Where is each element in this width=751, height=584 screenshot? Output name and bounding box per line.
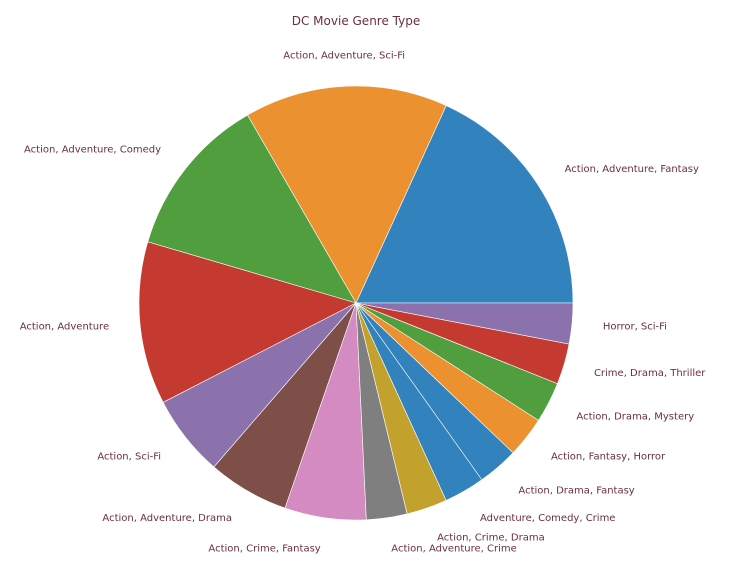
pie-label-crime-drama-thriller: Crime, Drama, Thriller <box>594 368 706 379</box>
pie-label-action-crime-drama: Action, Crime, Drama <box>437 532 545 543</box>
pie-label-horror-sci-fi: Horror, Sci-Fi <box>603 322 667 333</box>
pie-label-action-adventure-crime: Action, Adventure, Crime <box>391 543 517 554</box>
pie-labels: Action, Adventure, Fantasy Action, Advent… <box>20 50 707 554</box>
pie-label-action-drama-mystery: Action, Drama, Mystery <box>576 412 694 423</box>
pie-label-action-sci-fi: Action, Sci-Fi <box>97 451 161 462</box>
pie-label-action-adventure-fantasy: Action, Adventure, Fantasy <box>565 164 699 175</box>
pie-slice-action-adventure <box>138 241 357 403</box>
pie-label-action-adventure: Action, Adventure <box>20 322 109 333</box>
pie-label-adventure-comedy-crime: Adventure, Comedy, Crime <box>480 513 615 524</box>
pie-slice-action-adventure-sci-fi <box>247 85 447 304</box>
pie-slices <box>138 85 574 521</box>
pie-slice-horror-sci-fi <box>355 302 574 345</box>
pie-slice-action-adventure-comedy <box>147 114 357 304</box>
pie-label-action-adventure-drama: Action, Adventure, Drama <box>102 513 232 524</box>
pie-slice-action-adventure-fantasy <box>355 105 574 304</box>
chart-title: DC Movie Genre Type <box>292 14 420 28</box>
pie-label-action-adventure-comedy: Action, Adventure, Comedy <box>24 145 161 156</box>
pie-label-action-drama-fantasy: Action, Drama, Fantasy <box>518 485 634 496</box>
pie-label-action-fantasy-horror: Action, Fantasy, Horror <box>551 451 666 462</box>
pie-label-action-crime-fantasy: Action, Crime, Fantasy <box>208 543 320 554</box>
pie-label-action-adventure-sci-fi: Action, Adventure, Sci-Fi <box>283 50 405 61</box>
